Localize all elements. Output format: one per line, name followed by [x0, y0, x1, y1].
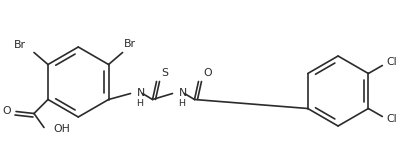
Text: OH: OH: [53, 125, 70, 134]
Text: H: H: [136, 100, 143, 109]
Text: N: N: [178, 88, 186, 98]
Text: O: O: [203, 67, 211, 78]
Text: H: H: [178, 100, 185, 109]
Text: N: N: [136, 88, 145, 98]
Text: S: S: [161, 67, 168, 78]
Text: O: O: [2, 106, 11, 116]
Text: Br: Br: [14, 40, 26, 49]
Text: Cl: Cl: [386, 115, 396, 125]
Text: Cl: Cl: [386, 58, 396, 67]
Text: Br: Br: [123, 40, 135, 49]
